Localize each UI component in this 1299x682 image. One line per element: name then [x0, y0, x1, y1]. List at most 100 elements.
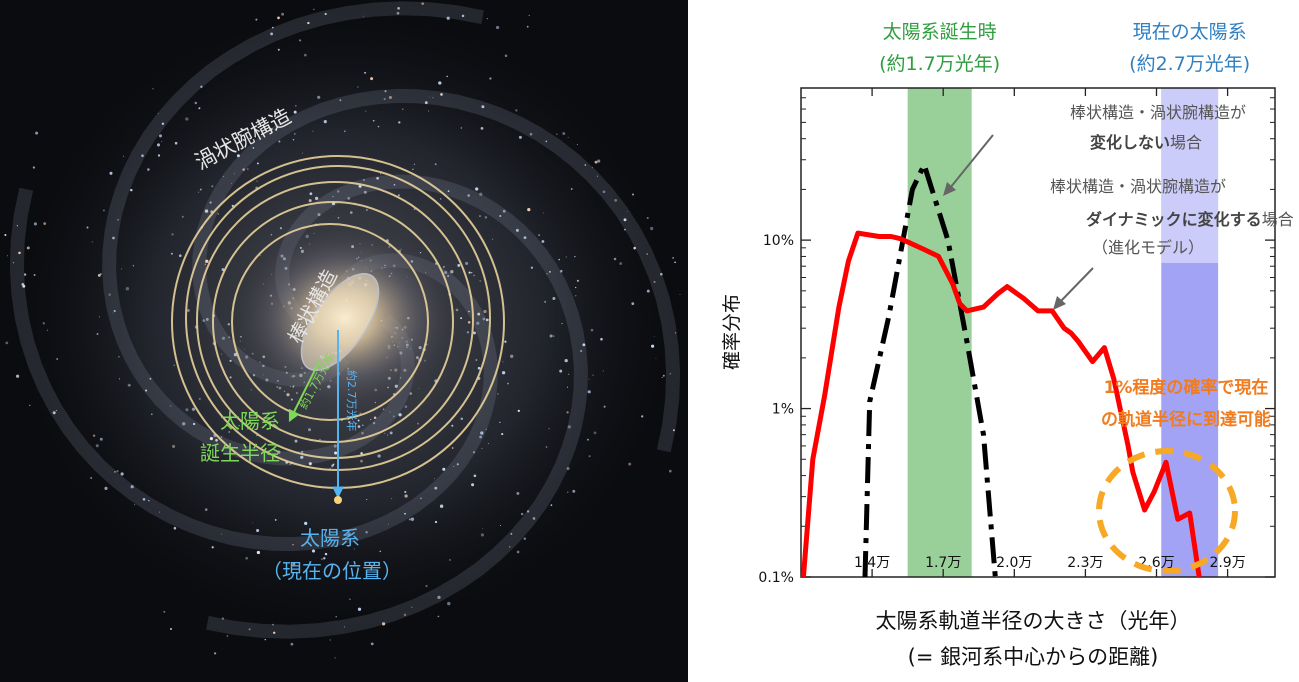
star — [366, 209, 368, 211]
star — [549, 271, 551, 273]
star — [56, 358, 58, 360]
reach-highlight-circle — [1096, 448, 1238, 574]
series-0-pointer — [949, 134, 994, 189]
star — [538, 234, 540, 236]
star — [473, 474, 477, 478]
star — [484, 216, 488, 219]
star — [292, 139, 295, 141]
star — [590, 328, 594, 332]
star — [250, 389, 252, 391]
star — [290, 642, 294, 646]
star — [119, 378, 121, 380]
star — [339, 99, 342, 102]
star — [491, 238, 494, 241]
star — [221, 336, 226, 340]
star — [211, 546, 214, 549]
star — [477, 312, 481, 316]
star — [487, 442, 490, 445]
star — [147, 168, 150, 171]
star — [509, 546, 511, 548]
star — [226, 635, 229, 637]
birth-radius-label-line1: 太陽系 — [220, 409, 280, 433]
star — [402, 108, 404, 110]
star — [112, 312, 114, 314]
star — [478, 215, 482, 218]
star — [404, 512, 406, 515]
star — [468, 310, 470, 313]
star — [575, 295, 577, 297]
sun-label-line2: （現在の位置） — [262, 559, 402, 583]
star — [576, 279, 579, 282]
star — [499, 524, 502, 527]
star — [591, 166, 594, 169]
star — [336, 190, 340, 193]
star — [300, 455, 304, 459]
star — [335, 616, 337, 618]
star — [672, 257, 674, 259]
star — [6, 255, 8, 257]
star — [270, 32, 274, 36]
band-sublabel-1: (約2.7万光年) — [1129, 53, 1250, 75]
star — [185, 408, 189, 412]
star — [102, 209, 105, 212]
star — [440, 198, 442, 200]
star — [567, 136, 569, 139]
star — [363, 179, 365, 181]
star — [370, 642, 374, 646]
star — [461, 14, 465, 18]
star — [43, 222, 47, 225]
x-tick-label: 2.0万 — [996, 555, 1032, 571]
star — [641, 415, 644, 418]
star — [215, 439, 218, 442]
star — [428, 110, 430, 112]
star — [467, 194, 471, 197]
star — [98, 316, 100, 318]
star — [150, 413, 153, 416]
star — [481, 448, 483, 449]
star — [221, 533, 223, 535]
star — [413, 163, 415, 165]
star — [650, 226, 654, 231]
star — [387, 434, 389, 436]
star — [495, 25, 500, 30]
star — [631, 193, 635, 196]
star — [481, 105, 485, 109]
x-tick-label: 2.9万 — [1209, 555, 1245, 571]
star — [198, 397, 201, 400]
star — [596, 175, 598, 177]
star — [587, 390, 591, 394]
star — [173, 364, 175, 367]
star — [311, 549, 316, 553]
star — [472, 451, 476, 454]
star — [91, 241, 93, 243]
star — [173, 526, 177, 530]
star — [233, 173, 235, 175]
star — [181, 215, 184, 218]
star — [404, 494, 408, 498]
star — [268, 128, 273, 132]
reach-annotation-line2: の軌道半径に到達可能 — [1101, 409, 1271, 430]
star — [432, 97, 434, 99]
star — [506, 382, 509, 385]
star — [661, 376, 663, 379]
star — [42, 322, 45, 325]
star — [46, 329, 49, 332]
star — [33, 222, 37, 226]
band-sublabel-0: (約1.7万光年) — [879, 53, 1000, 75]
star — [383, 432, 385, 434]
star — [530, 266, 533, 269]
star — [238, 425, 240, 427]
star — [624, 228, 626, 231]
star — [262, 426, 264, 428]
star — [588, 378, 590, 380]
star — [550, 504, 553, 507]
star — [377, 454, 381, 458]
star — [149, 377, 152, 380]
star — [127, 383, 131, 387]
star — [553, 335, 555, 337]
star — [473, 274, 475, 277]
star — [388, 95, 392, 100]
star — [517, 409, 520, 413]
series-1-pointer-head — [1053, 296, 1066, 310]
star — [559, 369, 563, 373]
